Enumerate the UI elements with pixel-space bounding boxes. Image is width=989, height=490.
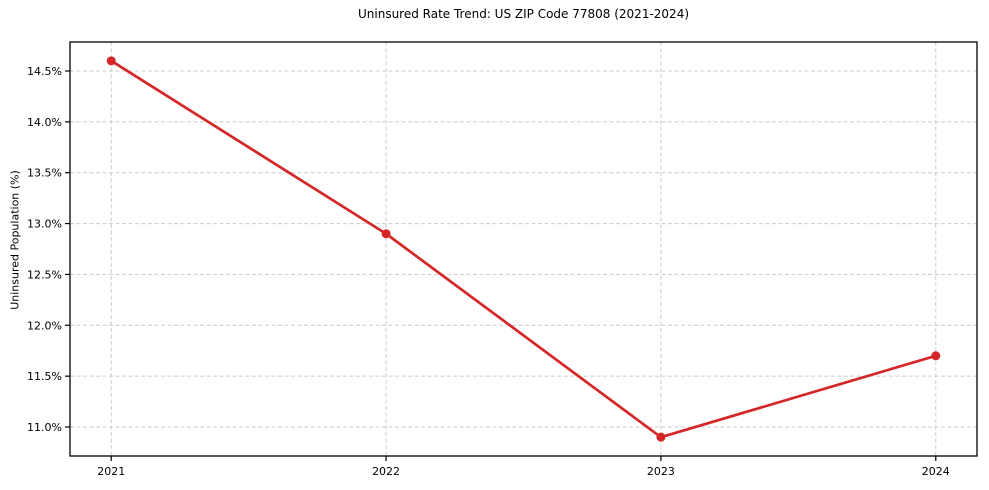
y-tick-label: 11.0% [27,421,62,434]
data-point-marker [381,229,391,239]
x-tick-label: 2021 [97,465,125,478]
data-point-marker [656,432,666,442]
data-point-marker [106,56,116,66]
trend-line [109,59,938,439]
y-tick-label: 12.5% [27,268,62,281]
x-tick-label: 2022 [372,465,400,478]
x-tick-label: 2024 [922,465,950,478]
y-tick-label: 13.0% [27,218,62,231]
y-tick-label: 14.0% [27,116,62,129]
data-point-marker [931,351,941,361]
plot-border [69,41,978,457]
y-tick-label: 13.5% [27,167,62,180]
y-tick-label: 14.5% [27,65,62,78]
chart-title: Uninsured Rate Trend: US ZIP Code 77808 … [357,7,690,21]
x-tick-label: 2023 [647,465,675,478]
y-tick-label: 12.0% [27,319,62,332]
y-tick-label: 11.5% [27,370,62,383]
